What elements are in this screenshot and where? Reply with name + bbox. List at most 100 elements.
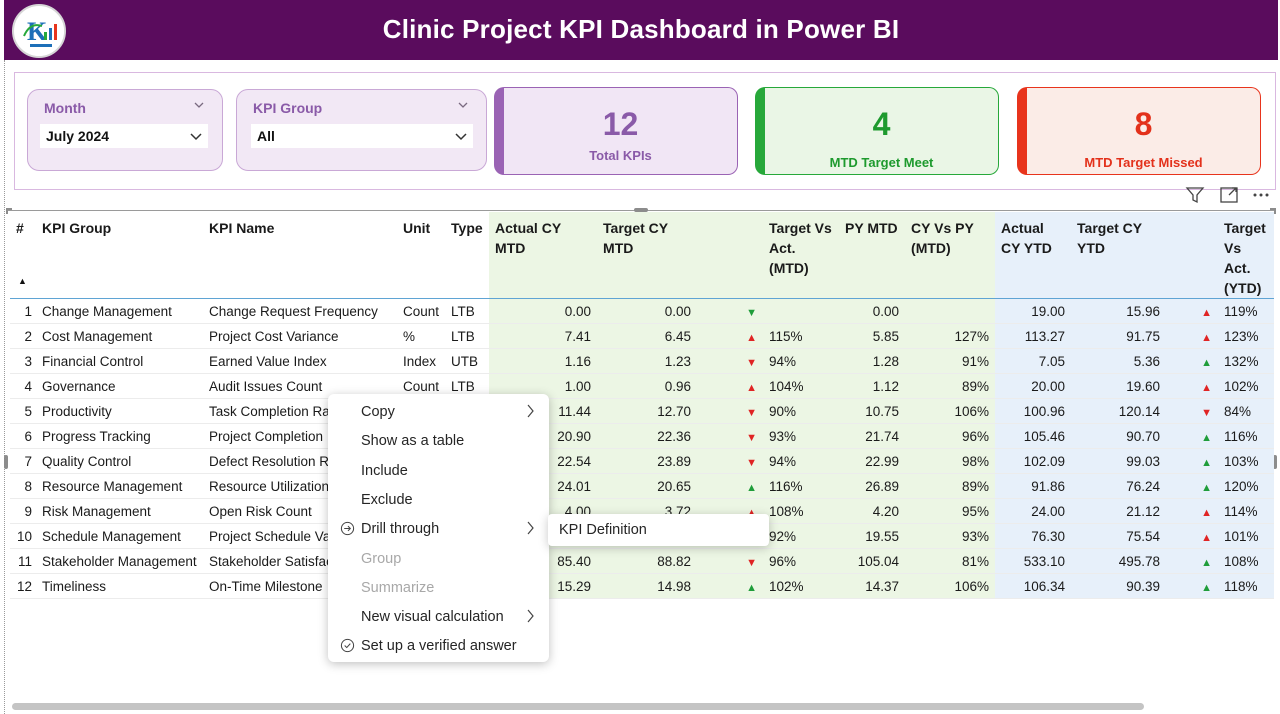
chevron-down-icon[interactable] <box>194 100 204 110</box>
column-header-kpi-group[interactable]: KPI Group <box>42 220 112 236</box>
cell-target-mtd[interactable]: 22.36 <box>597 423 698 449</box>
cell-py-mtd[interactable]: 26.89 <box>839 473 906 499</box>
cell-group[interactable]: Quality Control <box>36 448 203 474</box>
cell-actual-ytd[interactable]: 20.00 <box>995 373 1072 399</box>
cell-idx[interactable]: 11 <box>10 548 36 574</box>
table-row[interactable]: 3 Financial Control Earned Value Index Inde… <box>10 348 1275 374</box>
cell-mtd-arrow[interactable]: ▼ <box>697 298 764 324</box>
cell-target-mtd[interactable]: 6.45 <box>597 323 698 349</box>
cell-idx[interactable]: 6 <box>10 423 36 449</box>
cell-target-ytd[interactable]: 495.78 <box>1071 548 1167 574</box>
cell-target-mtd[interactable]: 0.96 <box>597 373 698 399</box>
cell-target-ytd[interactable]: 120.14 <box>1071 398 1167 424</box>
column-header-unit[interactable]: Unit <box>403 220 431 236</box>
table-row[interactable]: 1 Change Management Change Request Frequen… <box>10 298 1275 324</box>
cell-group[interactable]: Productivity <box>36 398 203 424</box>
cell-ytd-arrow[interactable]: ▲ <box>1166 348 1219 374</box>
context-menu-item-new-visual-calculation[interactable]: New visual calculation <box>328 601 549 630</box>
cell-target-ytd[interactable]: 21.12 <box>1071 498 1167 524</box>
column-header-target-cy-ytd[interactable]: Target CY YTD <box>1071 212 1167 299</box>
column-header-actual-cy-ytd[interactable]: Actual CY YTD <box>995 212 1072 299</box>
cell-ytd-arrow[interactable]: ▲ <box>1166 473 1219 499</box>
cell-tva-ytd[interactable]: 108% <box>1218 548 1275 574</box>
cell-actual-ytd[interactable]: 91.86 <box>995 473 1072 499</box>
context-menu-item-exclude[interactable]: Exclude <box>328 484 549 513</box>
cell-tva-ytd[interactable]: 120% <box>1218 473 1275 499</box>
column-header-py-mtd[interactable]: PY MTD <box>839 212 906 299</box>
cell-target-mtd[interactable]: 20.65 <box>597 473 698 499</box>
cell-py-mtd[interactable]: 105.04 <box>839 548 906 574</box>
cell-tva-mtd[interactable]: 104% <box>763 373 840 399</box>
table-row[interactable]: 12 Timeliness On-Time Milestone 15.29 14.98 ▲… <box>10 573 1275 599</box>
column-header-kpi-name[interactable]: KPI Name <box>209 220 275 236</box>
cell-tva-ytd[interactable]: 132% <box>1218 348 1275 374</box>
month-slicer[interactable]: Month July 2024 <box>27 89 223 171</box>
cell-type[interactable]: LTB <box>445 298 490 324</box>
cell-actual-ytd[interactable]: 533.10 <box>995 548 1072 574</box>
cell-cy-py-mtd[interactable]: 127% <box>905 323 996 349</box>
context-menu-item-show-as-a-table[interactable]: Show as a table <box>328 425 549 454</box>
cell-type[interactable]: UTB <box>445 348 490 374</box>
cell-tva-mtd[interactable]: 102% <box>763 573 840 599</box>
cell-group[interactable]: Cost Management <box>36 323 203 349</box>
cell-ytd-arrow[interactable]: ▼ <box>1166 398 1219 424</box>
cell-tva-mtd[interactable]: 94% <box>763 348 840 374</box>
cell-idx[interactable]: 8 <box>10 473 36 499</box>
cell-name[interactable]: Earned Value Index <box>203 348 397 374</box>
cell-py-mtd[interactable]: 1.12 <box>839 373 906 399</box>
cell-group[interactable]: Stakeholder Management <box>36 548 203 574</box>
cell-tva-mtd[interactable]: 90% <box>763 398 840 424</box>
cell-mtd-arrow[interactable]: ▲ <box>697 473 764 499</box>
cell-target-mtd[interactable]: 23.89 <box>597 448 698 474</box>
cell-target-ytd[interactable]: 5.36 <box>1071 348 1167 374</box>
table-row[interactable]: 2 Cost Management Project Cost Variance% LT… <box>10 323 1275 349</box>
cell-mtd-arrow[interactable]: ▲ <box>697 323 764 349</box>
cell-ytd-arrow[interactable]: ▲ <box>1166 423 1219 449</box>
cell-target-ytd[interactable]: 15.96 <box>1071 298 1167 324</box>
cell-target-ytd[interactable]: 19.60 <box>1071 373 1167 399</box>
cell-tva-mtd[interactable]: 93% <box>763 423 840 449</box>
cell-tva-mtd[interactable]: 116% <box>763 473 840 499</box>
cell-actual-ytd[interactable]: 105.46 <box>995 423 1072 449</box>
cell-tva-mtd[interactable]: 92% <box>763 523 840 549</box>
cell-actual-ytd[interactable]: 100.96 <box>995 398 1072 424</box>
cell-tva-ytd[interactable]: 114% <box>1218 498 1275 524</box>
cell-unit[interactable]: Count <box>397 298 446 324</box>
cell-tva-mtd[interactable]: 94% <box>763 448 840 474</box>
cell-target-ytd[interactable]: 99.03 <box>1071 448 1167 474</box>
context-menu-item-drill-through[interactable]: Drill through <box>328 513 549 542</box>
cell-actual-ytd[interactable]: 19.00 <box>995 298 1072 324</box>
cell-target-ytd[interactable]: 90.70 <box>1071 423 1167 449</box>
cell-idx[interactable]: 3 <box>10 348 36 374</box>
resize-handle-left[interactable] <box>4 455 8 469</box>
cell-group[interactable]: Governance <box>36 373 203 399</box>
cell-name[interactable]: Project Cost Variance <box>203 323 397 349</box>
cell-mtd-arrow[interactable]: ▼ <box>697 448 764 474</box>
cell-cy-py-mtd[interactable]: 106% <box>905 398 996 424</box>
cell-cy-py-mtd[interactable]: 81% <box>905 548 996 574</box>
cell-ytd-arrow[interactable]: ▲ <box>1166 298 1219 324</box>
cell-target-mtd[interactable]: 12.70 <box>597 398 698 424</box>
cell-target-ytd[interactable]: 90.39 <box>1071 573 1167 599</box>
month-dropdown[interactable]: July 2024 <box>40 124 208 148</box>
context-menu-item-copy[interactable]: Copy <box>328 396 549 425</box>
cell-mtd-arrow[interactable]: ▼ <box>697 398 764 424</box>
cell-actual-mtd[interactable]: 7.41 <box>489 323 598 349</box>
cell-target-mtd[interactable]: 1.23 <box>597 348 698 374</box>
table-row[interactable]: 5 Productivity Task Completion Ra 11.44 12.7… <box>10 398 1275 424</box>
kpi-group-dropdown[interactable]: All <box>251 124 473 148</box>
cell-cy-py-mtd[interactable]: 89% <box>905 473 996 499</box>
cell-cy-py-mtd[interactable]: 95% <box>905 498 996 524</box>
column-header-target-cy-mtd[interactable]: Target CY MTD <box>597 212 698 299</box>
table-row[interactable]: 11 Stakeholder Management Stakeholder Sati… <box>10 548 1275 574</box>
cell-actual-ytd[interactable]: 76.30 <box>995 523 1072 549</box>
cell-tva-ytd[interactable]: 103% <box>1218 448 1275 474</box>
cell-py-mtd[interactable]: 14.37 <box>839 573 906 599</box>
cell-mtd-arrow[interactable]: ▼ <box>697 348 764 374</box>
cell-actual-ytd[interactable]: 102.09 <box>995 448 1072 474</box>
cell-idx[interactable]: 9 <box>10 498 36 524</box>
cell-ytd-arrow[interactable]: ▲ <box>1166 373 1219 399</box>
cell-actual-mtd[interactable]: 0.00 <box>489 298 598 324</box>
cell-tva-ytd[interactable]: 102% <box>1218 373 1275 399</box>
cell-group[interactable]: Financial Control <box>36 348 203 374</box>
